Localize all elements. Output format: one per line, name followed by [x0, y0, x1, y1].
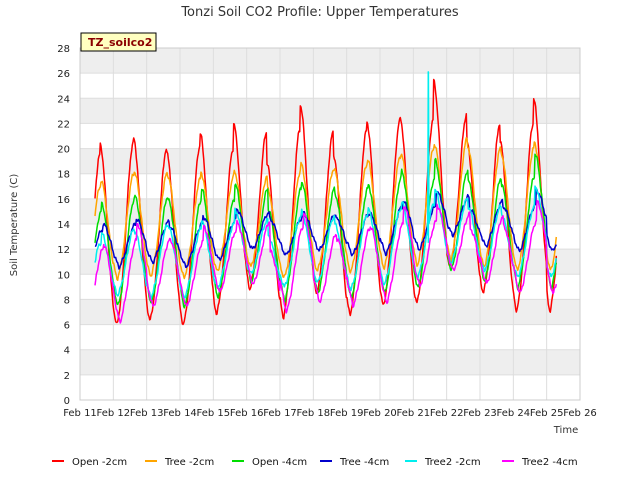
station-badge-box [80, 32, 157, 52]
x-tick-label: Feb 11 [63, 408, 97, 419]
y-tick-label: 20 [57, 145, 70, 156]
x-tick-label: Feb 26 [563, 408, 597, 419]
legend-label: Tree -4cm [339, 457, 389, 468]
x-tick-label: Feb 20 [363, 408, 397, 419]
x-tick-label: Feb 13 [130, 408, 164, 419]
plot-band [80, 48, 580, 74]
y-axis-title: Soil Temperature (C) [9, 174, 20, 277]
x-axis-title: Time [553, 425, 578, 436]
chart-title: Tonzi Soil CO2 Profile: Upper Temperatur… [180, 5, 459, 20]
plot-band [80, 299, 580, 325]
x-tick-label: Feb 17 [263, 408, 297, 419]
x-tick-label: Feb 22 [430, 408, 464, 419]
legend-label: Tree2 -4cm [521, 457, 578, 468]
x-tick-label: Feb 16 [230, 408, 264, 419]
station-badge: TZ_soilco2 [80, 32, 157, 52]
x-tick-labels: Feb 11 Feb 12 Feb 13 Feb 14 Feb 15 Feb 16 Feb … [63, 408, 597, 419]
y-tick-label: 0 [64, 396, 70, 407]
y-tick-label: 10 [57, 270, 70, 281]
plot-band [80, 374, 580, 400]
series-line [94, 200, 558, 324]
legend-label: Tree -2cm [164, 457, 214, 468]
x-tick-label: Feb 25 [530, 408, 564, 419]
y-tick-label: 2 [64, 371, 70, 382]
series-line [94, 71, 558, 301]
station-badge-label: TZ_soilco2 [88, 36, 152, 49]
y-tick-label: 18 [57, 170, 70, 181]
legend-label: Open -4cm [252, 457, 307, 468]
plot-band [80, 98, 580, 124]
y-tick-label: 24 [57, 94, 70, 105]
y-tick-label: 4 [64, 346, 70, 357]
plot-frame [79, 47, 581, 401]
series-line [94, 136, 558, 282]
y-tick-label: 8 [64, 295, 70, 306]
series-lines [94, 71, 558, 326]
y-tick-label: 22 [57, 119, 70, 130]
y-tick-label: 12 [57, 245, 70, 256]
x-tick-label: Feb 14 [163, 408, 197, 419]
y-tick-label: 26 [57, 69, 70, 80]
x-tick-label: Feb 19 [330, 408, 364, 419]
y-tick-label: 14 [57, 220, 70, 231]
y-tick-label: 28 [57, 44, 70, 55]
series-line [94, 188, 557, 270]
legend: Open -2cm Tree -2cm Open -4cm Tree -4cm Tree… [52, 457, 578, 468]
y-tick-label: 16 [57, 195, 70, 206]
legend-label: Open -2cm [72, 457, 127, 468]
x-tick-label: Feb 21 [397, 408, 431, 419]
x-tick-label: Feb 18 [297, 408, 331, 419]
plot-band [80, 274, 580, 300]
x-tick-label: Feb 23 [463, 408, 497, 419]
legend-label: Tree2 -2cm [424, 457, 481, 468]
x-tick-label: Feb 12 [97, 408, 131, 419]
plot-band [80, 73, 580, 99]
x-tick-label: Feb 15 [197, 408, 231, 419]
x-tick-label: Feb 24 [497, 408, 531, 419]
y-tick-label: 6 [64, 321, 70, 332]
plot-band [80, 324, 580, 350]
plot-band [80, 349, 580, 375]
